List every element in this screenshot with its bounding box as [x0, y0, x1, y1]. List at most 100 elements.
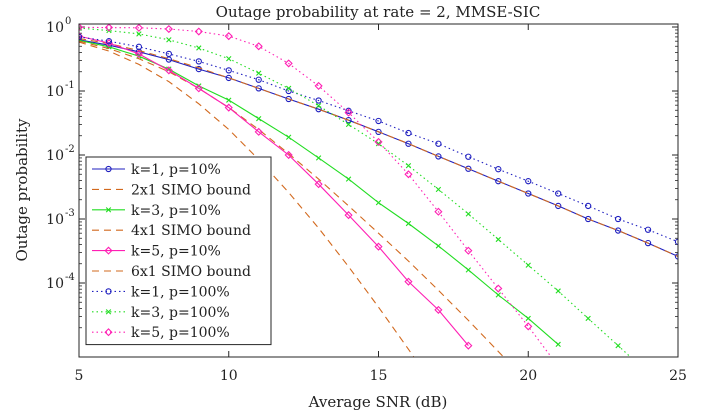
data-point — [674, 238, 678, 245]
x-axis-ticks: 5 10 15 20 25 — [75, 24, 687, 384]
data-point — [525, 262, 531, 268]
data-point — [494, 284, 503, 293]
data-point — [674, 253, 678, 260]
series-k-1-p-100- — [79, 33, 678, 245]
data-point — [136, 31, 142, 37]
data-point — [375, 199, 382, 206]
series-line — [79, 40, 505, 357]
legend-label: 6x1 SIMO bound — [131, 264, 251, 280]
data-point — [284, 150, 293, 160]
legend-label: k=5, p=10% — [131, 244, 221, 260]
data-point — [165, 50, 172, 58]
data-point — [435, 186, 442, 193]
data-point — [465, 165, 472, 172]
data-point — [254, 42, 263, 51]
legend-label: 4x1 SIMO bound — [131, 223, 251, 239]
x-tick-label: 15 — [370, 368, 388, 384]
legend: k=1, p=10% 2x1 SIMO bound k=3, p=10% 4x1 SI… — [85, 156, 272, 346]
y-tick-label: 10 — [46, 148, 64, 164]
data-point — [435, 243, 442, 249]
legend-label: k=1, p=10% — [131, 162, 221, 178]
data-point — [255, 76, 262, 83]
data-point — [374, 242, 383, 251]
data-point — [375, 141, 382, 147]
data-point — [345, 176, 352, 182]
data-point — [344, 108, 353, 117]
data-point — [405, 220, 412, 227]
series-line — [79, 27, 632, 357]
data-point — [194, 84, 203, 93]
data-point — [435, 140, 442, 147]
legend-label: k=1, p=100% — [131, 284, 230, 300]
data-point — [615, 342, 621, 349]
data-point — [405, 129, 412, 137]
legend-label: k=3, p=100% — [131, 305, 230, 321]
data-point — [256, 70, 262, 76]
data-point — [314, 180, 323, 189]
data-point — [194, 27, 203, 36]
data-point — [464, 246, 473, 255]
x-tick-label: 5 — [75, 368, 84, 384]
data-point — [345, 117, 352, 124]
data-point — [434, 207, 443, 216]
series-2x1-simo-bound — [79, 37, 678, 257]
data-point — [315, 106, 322, 113]
x-axis-label: Average SNR (dB) — [308, 393, 448, 411]
data-point — [404, 277, 413, 286]
data-point — [344, 211, 353, 220]
data-point — [435, 153, 442, 160]
y-tick-label: 10 — [46, 276, 64, 292]
data-point — [434, 305, 443, 314]
data-point — [495, 236, 501, 243]
data-point — [374, 137, 383, 147]
legend-label: k=5, p=100% — [131, 325, 230, 341]
data-point — [555, 190, 562, 197]
data-point — [495, 292, 501, 298]
data-point — [225, 74, 232, 82]
data-point — [614, 227, 622, 234]
legend-label: 2x1 SIMO bound — [131, 182, 251, 198]
y-axis-label: Outage probability — [13, 118, 31, 262]
plot-frame — [78, 23, 679, 358]
chart-title: Outage probability at rate = 2, MMSE-SIC — [216, 3, 541, 21]
data-point — [226, 55, 232, 62]
data-point — [644, 239, 652, 247]
data-point — [166, 66, 172, 72]
data-point — [134, 49, 143, 58]
data-point — [225, 67, 232, 74]
data-point — [315, 155, 322, 161]
data-point — [555, 341, 561, 348]
data-point — [135, 43, 143, 50]
data-point — [226, 97, 232, 103]
legend-label: k=3, p=10% — [131, 203, 221, 219]
series-4x1-simo-bound — [79, 40, 505, 357]
data-point — [255, 85, 262, 92]
data-point — [196, 45, 202, 51]
data-point — [166, 37, 172, 43]
data-point — [404, 170, 413, 179]
legend-marker — [104, 328, 113, 337]
x-tick-label: 25 — [669, 368, 687, 384]
data-point — [254, 127, 263, 136]
y-tick-label: 10 — [46, 20, 64, 36]
data-point — [375, 117, 382, 125]
series-layer — [79, 24, 678, 357]
data-point — [465, 153, 472, 160]
data-point — [555, 202, 562, 210]
legend-marker — [105, 309, 112, 315]
y-tick-exponent: -3 — [65, 208, 75, 219]
data-point — [585, 202, 592, 210]
legend-marker — [105, 288, 112, 295]
data-point — [195, 58, 202, 65]
series-line — [79, 35, 469, 346]
data-point — [314, 81, 323, 91]
data-point — [315, 102, 322, 109]
data-point — [524, 322, 533, 331]
data-point — [164, 24, 173, 34]
series-k-5-p-100- — [79, 24, 552, 357]
y-tick-exponent: 0 — [65, 16, 71, 27]
data-point — [405, 163, 412, 169]
y-tick-exponent: -1 — [65, 80, 75, 91]
data-point — [285, 95, 292, 103]
